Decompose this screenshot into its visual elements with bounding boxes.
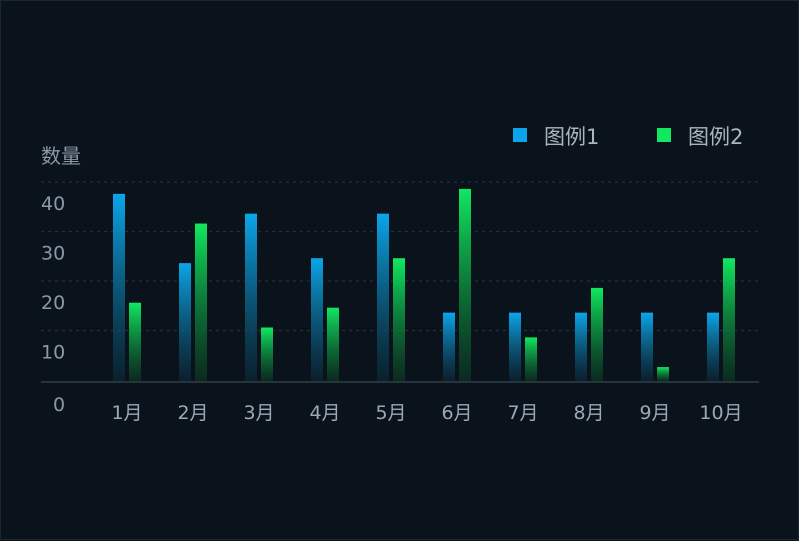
bar-series-2-2[interactable] — [195, 223, 207, 381]
x-tick-2: 2月 — [177, 402, 208, 424]
y-axis-label: 数量 — [41, 144, 81, 168]
x-tick-3: 3月 — [243, 402, 274, 424]
bar-series-2-10[interactable] — [723, 258, 735, 381]
bar-series-1-6[interactable] — [443, 312, 455, 381]
y-tick-40: 40 — [41, 193, 65, 215]
bar-series-2-6[interactable] — [459, 188, 471, 381]
bar-series-2-8[interactable] — [591, 287, 603, 381]
legend-label-series-1: 图例1 — [544, 125, 599, 149]
bar-series-1-7[interactable] — [509, 312, 521, 381]
bar-series-2-7[interactable] — [525, 337, 537, 381]
x-tick-10: 10月 — [699, 402, 742, 424]
bar-series-1-2[interactable] — [179, 263, 191, 381]
bar-series-2-4[interactable] — [327, 307, 339, 381]
bar-series-2-3[interactable] — [261, 327, 273, 382]
legend-label-series-2: 图例2 — [688, 125, 743, 149]
bar-series-2-9[interactable] — [657, 367, 669, 381]
x-tick-5: 5月 — [375, 402, 406, 424]
legend-swatch-series-1 — [513, 128, 527, 142]
y-tick-30: 30 — [41, 243, 65, 265]
bar-series-1-3[interactable] — [245, 213, 257, 381]
x-tick-8: 8月 — [573, 402, 604, 424]
legend: 图例1 图例2 — [513, 125, 743, 149]
y-tick-20: 20 — [41, 292, 65, 314]
bar-series-1-8[interactable] — [575, 312, 587, 381]
legend-swatch-series-2 — [657, 128, 671, 142]
x-tick-7: 7月 — [507, 402, 538, 424]
bar-series-1-5[interactable] — [377, 213, 389, 381]
bar-series-1-4[interactable] — [311, 258, 323, 381]
y-tick-10: 10 — [41, 342, 65, 364]
bar-series-2-5[interactable] — [393, 258, 405, 381]
x-tick-6: 6月 — [441, 402, 472, 424]
x-tick-1: 1月 — [111, 402, 142, 424]
bar-series-1-1[interactable] — [113, 193, 125, 381]
legend-item-series-2[interactable]: 图例2 — [657, 125, 743, 149]
bar-series-1-10[interactable] — [707, 312, 719, 381]
y-tick-0: 0 — [53, 394, 65, 416]
legend-item-series-1[interactable]: 图例1 — [513, 125, 599, 149]
bar-series-2-1[interactable] — [129, 302, 141, 381]
x-tick-9: 9月 — [639, 402, 670, 424]
x-tick-4: 4月 — [309, 402, 340, 424]
bar-series-1-9[interactable] — [641, 312, 653, 381]
